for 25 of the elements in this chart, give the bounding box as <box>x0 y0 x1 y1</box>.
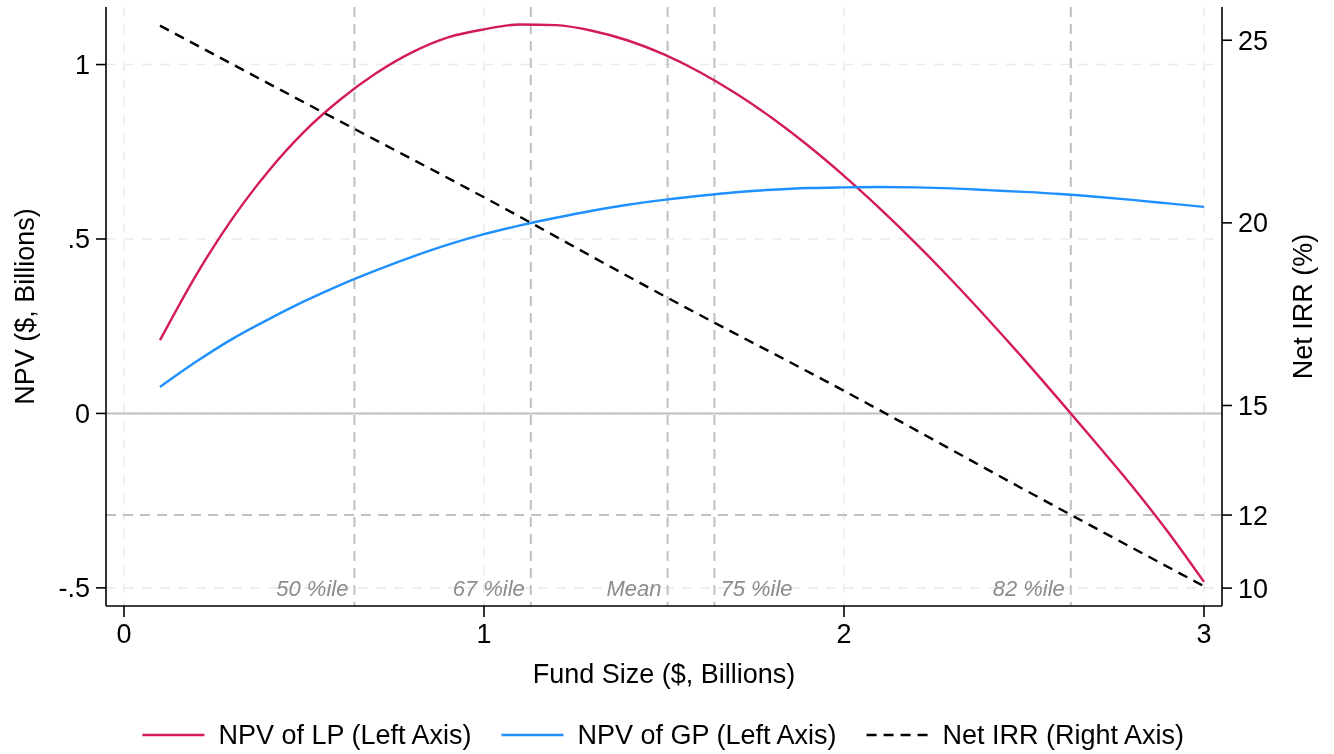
y-tick-label: -.5 <box>58 573 90 604</box>
ref-line-label: 75 %ile <box>720 576 793 601</box>
y-tick-label: 1 <box>74 50 90 81</box>
y-tick-label: 0 <box>74 398 90 429</box>
ref-line-label: 82 %ile <box>992 576 1065 601</box>
x-tick-label: 3 <box>1196 619 1212 649</box>
ref-line-label: 67 %ile <box>452 576 525 601</box>
y-tick-label: .5 <box>67 224 90 255</box>
y2-tick-label: 12 <box>1238 500 1269 531</box>
x-axis-title: Fund Size ($, Billions) <box>532 659 796 689</box>
legend-label: NPV of LP (Left Axis) <box>218 720 472 751</box>
y2-axis-title: Net IRR (%) <box>1288 233 1318 380</box>
y2-tick-label: 15 <box>1238 390 1269 421</box>
x-tick-label: 1 <box>476 619 492 649</box>
y2-tick-label: 10 <box>1238 573 1269 604</box>
legend-label: Net IRR (Right Axis) <box>942 720 1185 751</box>
y2-tick-label: 25 <box>1238 25 1269 56</box>
y-axis-title: NPV ($, Billions) <box>10 208 40 405</box>
ref-line-label: 50 %ile <box>276 576 349 601</box>
ref-line-label: Mean <box>606 576 662 601</box>
x-tick-label: 2 <box>836 619 852 649</box>
line-series <box>158 185 1206 389</box>
y2-tick-label: 20 <box>1238 208 1269 239</box>
legend-label: NPV of GP (Left Axis) <box>577 720 837 751</box>
x-tick-label: 0 <box>116 619 132 649</box>
